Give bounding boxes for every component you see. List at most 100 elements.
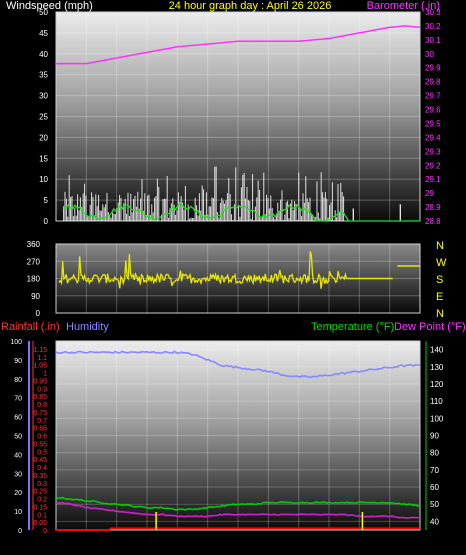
humidity-tick-label: 60 <box>14 415 22 422</box>
direction-tick-label: 180 <box>27 275 41 284</box>
rain-tick-label: 0.75 <box>33 410 47 417</box>
barometer-tick-label: 29.1 <box>425 175 441 184</box>
rainfall-axis-label: Rainfall (.in) <box>1 321 60 333</box>
rain-tick-label: 0.4 <box>37 465 47 472</box>
rain-tick-label: 0 <box>43 528 47 535</box>
rain-tick-label: 0.6 <box>37 434 47 441</box>
direction-tick-label: 270 <box>27 257 41 266</box>
humidity-axis-label: Humidity <box>66 321 109 333</box>
wind-direction-line <box>58 251 348 289</box>
temperature-tick-label: 80 <box>430 449 439 458</box>
rain-tick-label: 0.35 <box>33 473 47 480</box>
compass-w: W <box>436 257 447 269</box>
wind-tick-label: 5 <box>44 196 49 205</box>
rain-tick-label: 1.1 <box>37 355 47 362</box>
hour-tick-label: 08 <box>173 231 182 240</box>
hour-tick-label: 06 <box>143 537 152 546</box>
rain-tick-label: 1.05 <box>33 363 47 370</box>
barometer-tick-label: 29.6 <box>425 106 441 115</box>
barometer-tick-label: 29.5 <box>425 119 441 128</box>
wind-tick-label: 30 <box>39 92 48 101</box>
hour-tick-label: 16 <box>294 231 303 240</box>
chart-series <box>55 25 421 531</box>
rain-tick-label: 0.85 <box>33 394 47 401</box>
rain-tick-label: 0.15 <box>33 504 47 511</box>
barometer-tick-label: 29.4 <box>425 133 441 142</box>
barometer-tick-label: 29.8 <box>425 78 441 87</box>
barometer-tick-label: 30.1 <box>425 36 441 45</box>
temperature-tick-label: 90 <box>430 432 439 441</box>
hour-tick-label: 18 <box>325 537 334 546</box>
wind-tick-label: 45 <box>39 29 48 38</box>
wind-tick-label: 20 <box>39 133 48 142</box>
avg-wind-line <box>63 203 420 222</box>
humidity-line <box>55 350 421 379</box>
hour-tick-label: 20 <box>355 537 364 546</box>
wind-tick-label: 10 <box>39 175 48 184</box>
hour-tick-label: 12 <box>234 231 243 240</box>
humidity-tick-label: 40 <box>14 452 22 459</box>
compass-n-bottom: N <box>436 308 444 320</box>
wind-grid <box>56 12 420 221</box>
hour-tick-label: 04 <box>112 537 121 546</box>
dewpoint-axis-label: Dew Point (°F) <box>394 321 466 333</box>
hour-tick-label: 10 <box>203 537 212 546</box>
rain-tick-label: 0.1 <box>37 512 47 519</box>
hour-tick-label: 20 <box>355 231 364 240</box>
sunset-label: Sunset <box>340 536 369 546</box>
wind-tick-label: 0 <box>44 217 49 226</box>
rain-tick-label: 0.2 <box>37 497 47 504</box>
rain-tick-label: 0.3 <box>37 481 47 488</box>
wind-tick-label: 50 <box>39 8 48 17</box>
wind-tick-label: 35 <box>39 71 48 80</box>
barometer-tick-label: 29.7 <box>425 92 441 101</box>
hour-tick-label: 14 <box>264 537 273 546</box>
hour-tick-label: 02 <box>82 231 91 240</box>
hour-tick-label: 06 <box>143 231 152 240</box>
hour-tick-label: 16 <box>294 537 303 546</box>
rain-tick-label: 0.55 <box>33 441 47 448</box>
humidity-tick-label: 80 <box>14 377 22 384</box>
temperature-axis-label: Temperature (°F) <box>311 321 394 333</box>
barometer-tick-label: 29.2 <box>425 161 441 170</box>
hour-tick-label: 12 <box>234 537 243 546</box>
hour-tick-label: 08 <box>173 537 182 546</box>
rain-tick-label: 0.25 <box>33 489 47 496</box>
temperature-tick-label: 70 <box>430 466 439 475</box>
hour-tick-label: 14 <box>264 231 273 240</box>
hour-tick-label: 22 <box>385 537 394 546</box>
temperature-tick-label: 40 <box>430 517 439 526</box>
axis-labels: 0510152025303540455028.828.92929.129.229… <box>10 8 444 546</box>
rain-line <box>56 527 420 531</box>
wind-panel-bg <box>55 11 421 222</box>
temperature-tick-label: 140 <box>430 346 444 355</box>
hour-tick-label: 18 <box>325 231 334 240</box>
wind-tick-label: 40 <box>39 50 48 59</box>
rain-tick-label: 0.05 <box>33 520 47 527</box>
temperature-tick-label: 60 <box>430 483 439 492</box>
humidity-tick-label: 70 <box>14 396 22 403</box>
compass-s: S <box>436 274 443 286</box>
direction-tick-label: 0 <box>36 309 41 318</box>
wind-tick-label: 15 <box>39 154 48 163</box>
hour-tick-label: 00 <box>416 231 425 240</box>
rain-tick-label: 1 <box>43 371 47 378</box>
hour-tick-label: 00 <box>416 537 425 546</box>
direction-tick-label: 90 <box>31 292 40 301</box>
humidity-tick-label: 50 <box>14 434 22 441</box>
rain-tick-label: 0.65 <box>33 426 47 433</box>
humidity-tick-label: 30 <box>14 471 22 478</box>
temperature-tick-label: 110 <box>430 397 443 406</box>
temperature-tick-label: 120 <box>430 380 444 389</box>
rain-tick-label: 0.8 <box>37 402 47 409</box>
temperature-line <box>55 496 421 511</box>
barometer-axis-label: Barometer (.in) <box>367 0 440 12</box>
dewpoint-line <box>55 501 421 519</box>
barometer-tick-label: 28.8 <box>425 217 441 226</box>
barometer-tick-label: 29 <box>425 189 434 198</box>
barometer-tick-label: 29.9 <box>425 64 441 73</box>
barometer-tick-label: 28.9 <box>425 203 441 212</box>
barometer-tick-label: 30.3 <box>425 8 441 17</box>
rain-tick-label: 0.9 <box>37 386 47 393</box>
